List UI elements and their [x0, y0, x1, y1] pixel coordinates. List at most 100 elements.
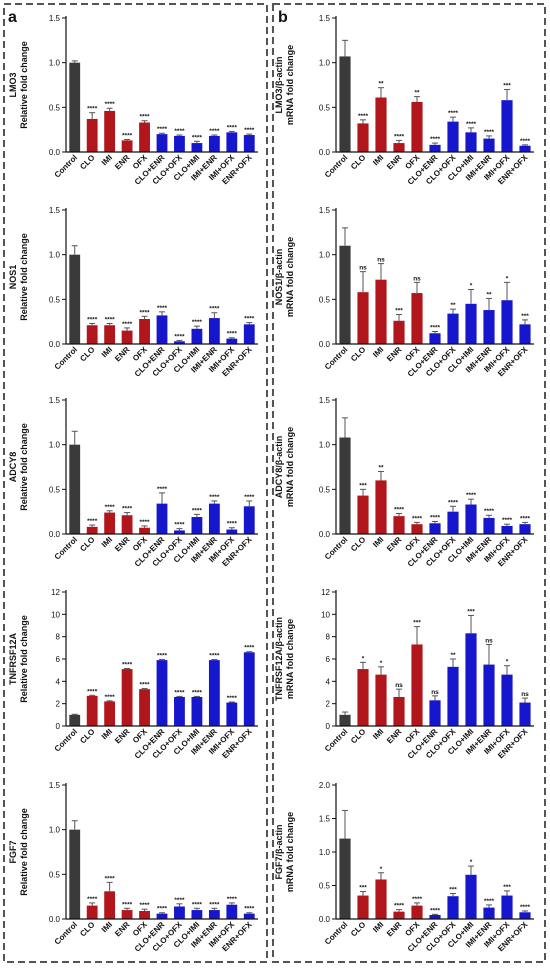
bar-IMI: [375, 879, 387, 919]
y-tick-label: 1.5: [49, 781, 61, 790]
significance-label: *: [506, 659, 509, 666]
y-axis-label: NOS1/β-actinmRNA fold change: [274, 237, 295, 317]
bar-Control: [339, 838, 351, 919]
significance-label: ****: [174, 689, 185, 696]
y-tick-label: 0.5: [319, 295, 331, 304]
bar-CLO+OFX: [174, 696, 185, 726]
bar-CLO+OFX: [174, 906, 185, 919]
y-axis-label-line: NOS1: [8, 265, 18, 290]
bar-OFX: [139, 527, 150, 534]
category-label: CLO: [349, 920, 367, 938]
significance-label: ****: [157, 305, 168, 312]
y-axis-label-line: TNFRSF12A: [8, 633, 18, 686]
bar-OFX: [411, 293, 423, 344]
category-label: IMI: [371, 345, 385, 359]
significance-label: ns: [377, 257, 385, 264]
bar-CLO+ENR: [156, 134, 168, 152]
y-axis-label: NOS1Relative fold change: [8, 233, 29, 321]
bar-CLO: [357, 123, 369, 152]
y-tick-label: 0.5: [319, 485, 331, 494]
category-label: Control: [323, 153, 349, 179]
category-label: ENR: [113, 153, 131, 171]
chart-b-1: 0.0 0.5 1.0 1.5 LMO3/β-actinmRNA fold change…: [274, 14, 534, 187]
y-tick-label: 0.5: [49, 870, 61, 879]
bar-ENR: [121, 669, 133, 726]
category-label: IMI: [100, 345, 114, 359]
bar-CLO+IMI: [465, 132, 477, 152]
y-axis-label: ADCY8/β-actinmRNA fold change: [274, 427, 295, 507]
category-label: CLO: [78, 535, 96, 553]
y-tick-label: 2: [56, 700, 61, 709]
significance-label: *: [362, 655, 365, 662]
bar-CLO+IMI: [465, 633, 477, 726]
bar-CLO+IMI: [191, 328, 203, 344]
bar-Control: [339, 437, 351, 534]
bar-IMI+ENR: [483, 664, 495, 726]
category-label: Control: [53, 920, 79, 946]
category-label: IMI: [100, 920, 114, 934]
bar-IMI+ENR: [483, 310, 495, 344]
significance-label: ***: [521, 313, 529, 320]
significance-label: ****: [227, 331, 238, 338]
bar-IMI+ENR: [483, 517, 495, 534]
y-tick-label: 1.5: [319, 206, 331, 215]
y-axis-label-line: LMO3: [8, 72, 18, 97]
y-tick-label: 0: [56, 722, 61, 731]
chart-a-3: 0.0 0.5 1.0 1.5 ADCY8Relative fold change Con…: [8, 396, 258, 569]
bar-IMI: [375, 674, 387, 726]
bar-CLO+ENR: [429, 523, 441, 534]
bar-OFX: [411, 524, 423, 534]
significance-label: ****: [466, 121, 477, 128]
y-axis-label-line: FGF7: [8, 840, 18, 863]
significance-label: ****: [139, 682, 150, 689]
category-label: IMI: [100, 727, 114, 741]
significance-label: ****: [105, 875, 116, 882]
y-tick-label: 1.0: [319, 441, 331, 450]
category-label: IMI: [371, 535, 385, 549]
y-axis-label-line: LMO3/β-actin: [274, 57, 284, 114]
y-tick-label: 12: [321, 588, 330, 597]
chart-a-1: 0.0 0.5 1.0 1.5 LMO3Relative fold change Cont…: [8, 14, 258, 187]
significance-label: ****: [87, 106, 98, 113]
category-label: Control: [53, 727, 79, 753]
category-label: ENR: [385, 153, 403, 171]
category-label: Control: [53, 153, 79, 179]
bar-IMI+ENR: [208, 660, 220, 726]
y-axis-label-line: mRNA fold change: [285, 45, 295, 125]
bar-IMI+ENR: [483, 138, 495, 152]
bar-ENR+OFX: [243, 652, 255, 726]
y-tick-label: 0.0: [319, 340, 331, 349]
bar-CLO+IMI: [191, 696, 203, 726]
significance-label: ***: [503, 82, 511, 89]
y-tick-label: 0: [326, 722, 331, 731]
y-tick-label: 1.0: [319, 59, 331, 68]
bar-CLO+IMI: [465, 504, 477, 534]
y-tick-label: 0.5: [49, 485, 61, 494]
category-label: ENR: [385, 535, 403, 553]
bar-ENR+OFX: [519, 702, 531, 726]
significance-label: ****: [394, 133, 405, 140]
significance-label: ***: [359, 482, 367, 489]
bar-IMI+OFX: [226, 904, 238, 919]
y-tick-label: 2.0: [319, 781, 331, 790]
significance-label: ns: [431, 689, 439, 696]
bar-ENR: [121, 910, 133, 919]
bar-ENR+OFX: [243, 913, 255, 919]
category-label: IMI: [371, 920, 385, 934]
category-label: ENR: [113, 920, 131, 938]
y-tick-label: 1.5: [319, 815, 331, 824]
bar-Control: [339, 56, 351, 153]
significance-label: **: [378, 464, 384, 471]
significance-label: ****: [412, 515, 423, 522]
chart-a-5: 0.0 0.5 1.0 1.5 FGF7Relative fold change Cont…: [8, 781, 258, 954]
y-tick-label: 1.5: [49, 14, 61, 23]
bar-Control: [69, 444, 81, 534]
chart-b-3: 0.0 0.5 1.0 1.5 ADCY8/β-actinmRNA fold chang…: [274, 396, 534, 569]
y-tick-label: 1.0: [319, 848, 331, 857]
significance-label: ****: [520, 904, 531, 911]
bar-OFX: [411, 644, 423, 726]
category-label: ENR: [385, 345, 403, 363]
bar-Control: [339, 714, 351, 726]
